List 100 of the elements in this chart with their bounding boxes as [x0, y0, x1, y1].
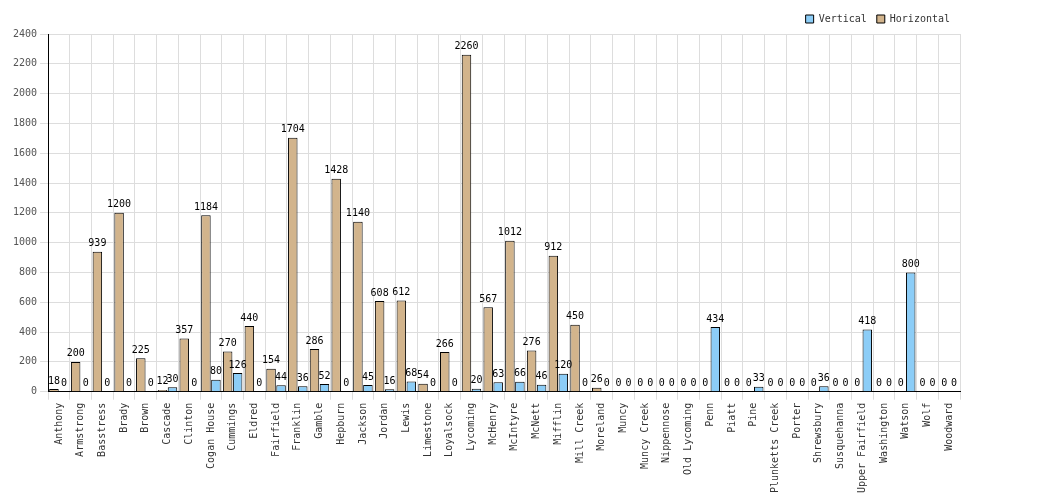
data-label: 0 — [60, 377, 67, 389]
data-label: 46 — [535, 370, 548, 382]
data-label: 0 — [126, 377, 133, 389]
x-tick-label: Brady — [117, 402, 129, 433]
x-tick-label: Washington — [877, 402, 889, 463]
data-label: 0 — [615, 377, 622, 389]
y-tick-label: 1200 — [12, 206, 38, 218]
data-label: 36 — [296, 371, 309, 383]
data-label: 612 — [392, 286, 411, 298]
data-label: 0 — [724, 377, 731, 389]
y-tick-label: 400 — [19, 325, 38, 337]
x-tick-label: Franklin — [291, 402, 303, 451]
x-tick-label: Eldred — [247, 402, 259, 439]
data-label: 266 — [435, 337, 454, 349]
x-tick-label: Moreland — [595, 402, 607, 451]
y-tick-label: 2000 — [12, 87, 38, 99]
data-label: 154 — [262, 354, 281, 366]
x-tick-label: Armstrong — [74, 402, 86, 457]
x-tick-label: Lewis — [399, 402, 411, 433]
data-label: 45 — [361, 370, 374, 382]
data-label: 0 — [919, 377, 926, 389]
x-tick-label: Jackson — [356, 402, 368, 445]
data-label: 608 — [370, 286, 389, 298]
x-tick-label: Old Lycoming — [682, 402, 694, 475]
data-label: 357 — [175, 324, 194, 336]
data-label: 225 — [131, 343, 150, 355]
x-tick-label: Watson — [899, 402, 911, 439]
data-label: 0 — [941, 377, 948, 389]
x-tick-label: Fairfield — [269, 402, 281, 457]
data-label: 0 — [104, 377, 111, 389]
data-label: 0 — [430, 377, 437, 389]
data-label: 26 — [590, 373, 603, 385]
data-label: 0 — [897, 377, 904, 389]
x-tick-label: Lycoming — [465, 402, 477, 451]
data-label: 270 — [218, 337, 237, 349]
data-label: 0 — [951, 377, 958, 389]
x-tick-label: Basstress — [95, 402, 107, 457]
data-label: 434 — [706, 312, 725, 324]
y-tick-label: 1600 — [12, 146, 38, 158]
data-label: 0 — [582, 377, 589, 389]
data-label: 800 — [901, 258, 920, 270]
data-label: 0 — [745, 377, 752, 389]
data-label: 0 — [256, 377, 263, 389]
data-label: 567 — [479, 292, 498, 304]
data-label: 0 — [82, 377, 89, 389]
x-tick-label: Hepburn — [334, 402, 346, 445]
y-tick-label: 0 — [31, 385, 38, 397]
data-label: 0 — [734, 377, 741, 389]
data-label: 0 — [767, 377, 774, 389]
data-label: 16 — [383, 374, 396, 386]
data-label: 33 — [752, 372, 765, 384]
data-label: 0 — [842, 377, 849, 389]
data-label: 0 — [832, 377, 839, 389]
x-tick-label: Cascade — [161, 402, 173, 445]
x-tick-label: Clinton — [182, 402, 194, 445]
data-label: 450 — [566, 310, 585, 322]
y-tick-label: 2200 — [12, 57, 38, 69]
data-label: 0 — [191, 377, 198, 389]
data-label: 0 — [658, 377, 665, 389]
data-label: 1704 — [280, 123, 305, 135]
x-tick-label: Cummings — [226, 402, 238, 451]
data-label: 0 — [929, 377, 936, 389]
x-tick-label: Penn — [703, 402, 715, 427]
data-label: 0 — [690, 377, 697, 389]
y-tick-label: 800 — [19, 266, 38, 278]
x-tick-label: Piatt — [725, 402, 737, 433]
y-tick-label: 2400 — [12, 27, 38, 39]
data-label: 0 — [799, 377, 806, 389]
data-label: 418 — [858, 314, 877, 326]
legend-label: Horizontal — [889, 12, 951, 24]
data-label: 1140 — [345, 207, 370, 219]
data-label: 54 — [417, 369, 430, 381]
y-tick-label: 600 — [19, 295, 38, 307]
data-label: 1012 — [497, 226, 522, 238]
x-tick-label: Jordan — [378, 402, 390, 439]
data-label: 0 — [343, 377, 350, 389]
x-tick-label: Mifflin — [551, 402, 563, 445]
x-tick-label: Nippennose — [660, 402, 672, 463]
data-label: 36 — [817, 371, 830, 383]
data-label: 0 — [810, 377, 817, 389]
data-label: 939 — [88, 237, 107, 249]
x-tick-label: Brown — [139, 402, 151, 433]
x-tick-label: Pine — [747, 402, 759, 427]
data-label: 286 — [305, 334, 324, 346]
x-tick-label: Plunketts Creek — [769, 402, 781, 493]
x-tick-label: McHenry — [486, 402, 498, 445]
data-label: 80 — [209, 365, 222, 377]
data-label: 1428 — [324, 164, 349, 176]
data-label: 912 — [544, 241, 563, 253]
data-label: 20 — [470, 374, 483, 386]
data-label: 0 — [637, 377, 644, 389]
x-tick-label: Susquehanna — [834, 402, 846, 469]
data-label: 200 — [66, 347, 85, 359]
data-label: 63 — [492, 367, 505, 379]
y-tick-label: 1000 — [12, 236, 38, 248]
data-label: 0 — [668, 377, 675, 389]
data-label: 0 — [647, 377, 654, 389]
data-label: 440 — [240, 311, 259, 323]
data-label: 12 — [156, 375, 169, 387]
y-tick-label: 1400 — [12, 176, 38, 188]
